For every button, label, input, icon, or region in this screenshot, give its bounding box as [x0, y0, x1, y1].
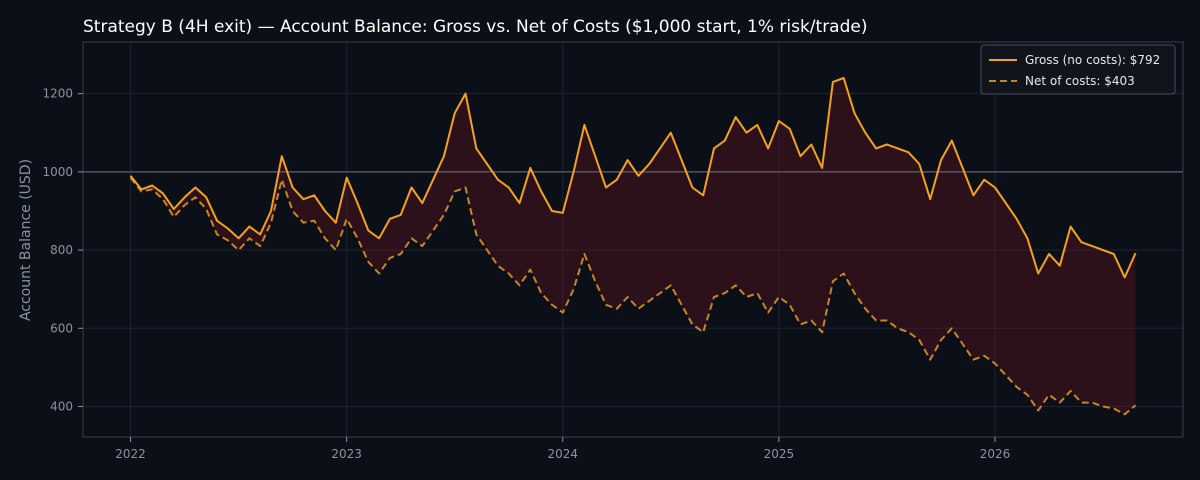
x-tick-label: 2025 — [764, 447, 795, 461]
series-line-net — [129, 177, 1137, 416]
x-tick-label: 2024 — [547, 447, 578, 461]
x-tick-label: 2026 — [980, 447, 1011, 461]
y-tick-label: 400 — [50, 399, 73, 413]
legend-box — [980, 44, 1176, 95]
plot-frame — [82, 41, 1184, 438]
legend-label-gross: Gross (no costs): $792 — [1025, 53, 1160, 67]
x-axis: 2022 2023 2024 2025 2026 — [115, 437, 1010, 461]
y-axis-label: Account Balance (USD) — [18, 159, 34, 321]
y-axis: 400 600 800 1000 1200 — [42, 87, 83, 413]
chart-title: Strategy B (4H exit) — Account Balance: … — [83, 17, 867, 37]
legend: Gross (no costs): $792 Net of costs: $40… — [980, 44, 1176, 95]
y-tick-label: 1200 — [42, 87, 73, 101]
legend-label-net: Net of costs: $403 — [1025, 74, 1135, 88]
y-tick-label: 600 — [50, 321, 73, 335]
y-tick-label: 800 — [50, 243, 73, 257]
y-tick-label: 1000 — [42, 165, 73, 179]
gap-fill-area — [130, 78, 1136, 415]
x-tick-label: 2022 — [115, 447, 146, 461]
series-line-gross — [129, 77, 1137, 279]
x-tick-label: 2023 — [331, 447, 362, 461]
